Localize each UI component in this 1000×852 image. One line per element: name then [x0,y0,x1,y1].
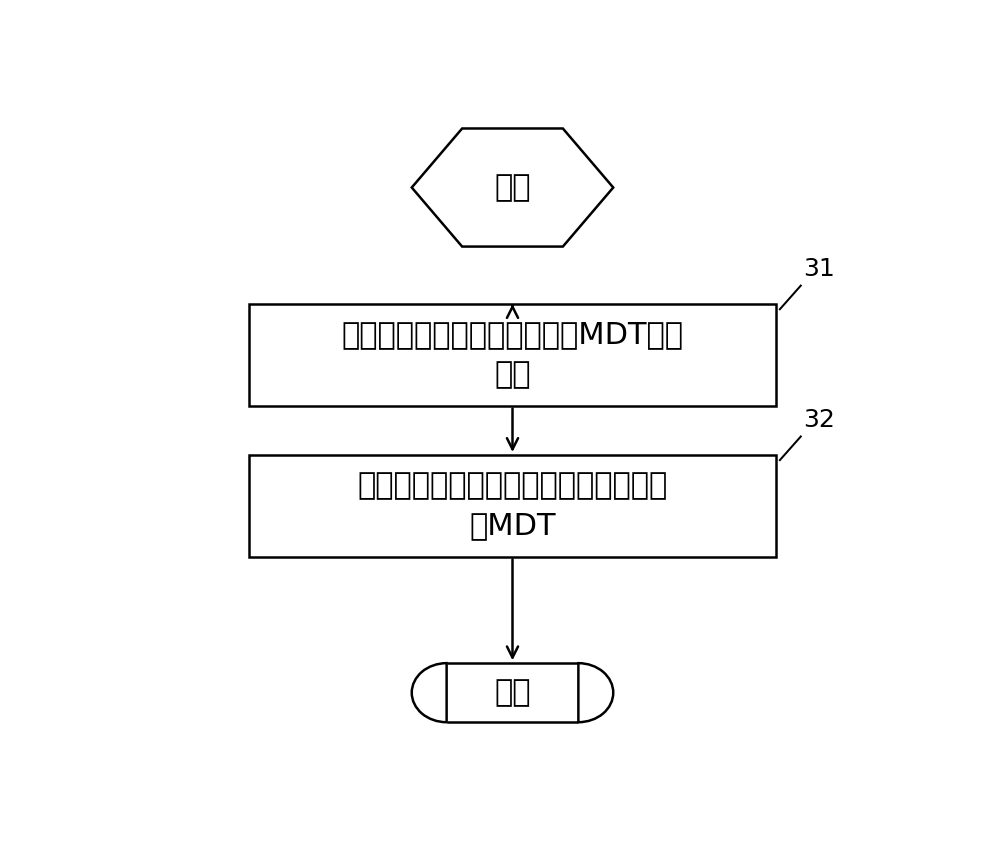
Bar [249,455,776,556]
Text: 当满足预设条件时，在基站内小区中执
行MDT: 当满足预设条件时，在基站内小区中执 行MDT [357,471,668,540]
FancyBboxPatch shape [447,663,578,722]
Polygon shape [412,129,613,246]
Wedge shape [578,663,613,722]
Text: 32: 32 [803,408,835,432]
Text: 基站接收来自网络管理系统的MDT任务
消息: 基站接收来自网络管理系统的MDT任务 消息 [342,320,684,389]
Text: 开始: 开始 [494,173,531,202]
FancyBboxPatch shape [447,663,578,722]
Text: 结束: 结束 [494,678,531,707]
Text: 31: 31 [803,257,835,281]
Wedge shape [412,663,447,722]
Bar [249,304,776,406]
